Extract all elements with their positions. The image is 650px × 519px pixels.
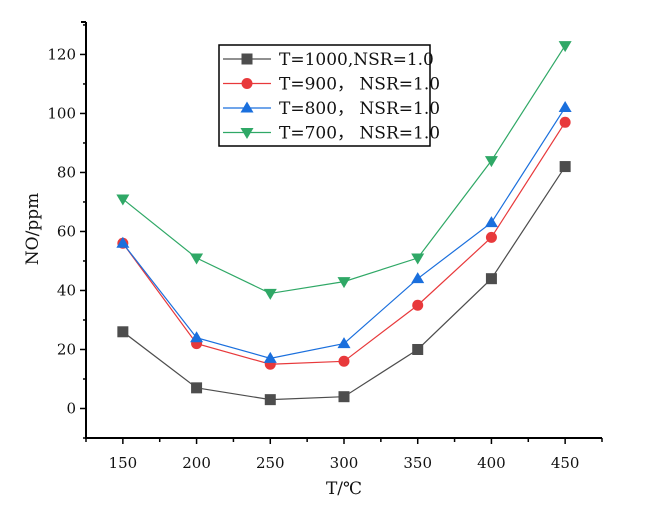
series-1 (117, 116, 571, 370)
y-tick-label: 80 (57, 163, 76, 181)
data-point (117, 326, 129, 338)
y-tick-label: 120 (47, 45, 76, 63)
data-point (558, 101, 572, 113)
legend-label: T=700， NSR=1.0 (279, 124, 440, 144)
series-2 (116, 101, 572, 363)
data-point (190, 253, 204, 265)
data-point (412, 343, 424, 355)
data-point (116, 236, 130, 248)
x-tick-label: 300 (330, 454, 359, 472)
data-point (411, 253, 425, 265)
data-point (485, 231, 497, 243)
legend-item: T=900， NSR=1.0 (223, 75, 440, 95)
legend: T=1000,NSR=1.0 T=900， NSR=1.0 T=800， NSR=1… (218, 44, 440, 147)
series-layer (116, 41, 572, 406)
data-point (263, 351, 277, 363)
x-tick-label: 200 (182, 454, 211, 472)
data-point (116, 194, 130, 206)
y-axis-title: NO/ppm (23, 193, 43, 265)
data-point (485, 273, 497, 285)
x-tick-label: 450 (551, 454, 580, 472)
data-point (337, 277, 351, 289)
x-tick-label: 350 (403, 454, 432, 472)
y-tick-label: 0 (66, 399, 76, 417)
data-point (191, 382, 203, 394)
legend-marker (240, 128, 254, 139)
data-point (190, 331, 204, 343)
y-tick-label: 40 (57, 281, 76, 299)
data-point (558, 41, 572, 53)
legend-item: T=700， NSR=1.0 (223, 124, 440, 144)
data-point (263, 288, 277, 300)
legend-label: T=800， NSR=1.0 (279, 99, 440, 119)
data-point (484, 216, 498, 228)
legend-label: T=900， NSR=1.0 (279, 75, 440, 95)
data-point (559, 116, 571, 128)
legend-marker (241, 53, 253, 65)
y-tick-label: 20 (57, 340, 76, 358)
legend-item: T=800， NSR=1.0 (223, 99, 440, 119)
data-point (484, 156, 498, 168)
data-point (338, 391, 350, 403)
legend-label: T=1000,NSR=1.0 (279, 50, 434, 70)
data-point (559, 161, 571, 173)
legend-marker (240, 101, 254, 113)
data-point (337, 337, 351, 349)
legend-marker (241, 78, 253, 89)
x-tick-label: 250 (256, 454, 285, 472)
data-point (264, 394, 276, 406)
axes: 0 20 40 60 80 100 120 150 200 250 300 350 400 450 (47, 21, 603, 472)
y-tick-label: 100 (47, 104, 76, 122)
legend-item: T=1000,NSR=1.0 (223, 50, 434, 70)
series-0 (117, 161, 571, 406)
y-tick-label: 60 (57, 222, 76, 240)
x-tick-label: 400 (477, 454, 506, 472)
series-3 (116, 41, 572, 300)
x-tick-label: 150 (109, 454, 138, 472)
data-point (412, 299, 424, 311)
data-point (411, 272, 425, 284)
x-axis-title: T/℃ (326, 479, 362, 499)
legend-box (218, 44, 431, 147)
data-point (338, 355, 350, 367)
